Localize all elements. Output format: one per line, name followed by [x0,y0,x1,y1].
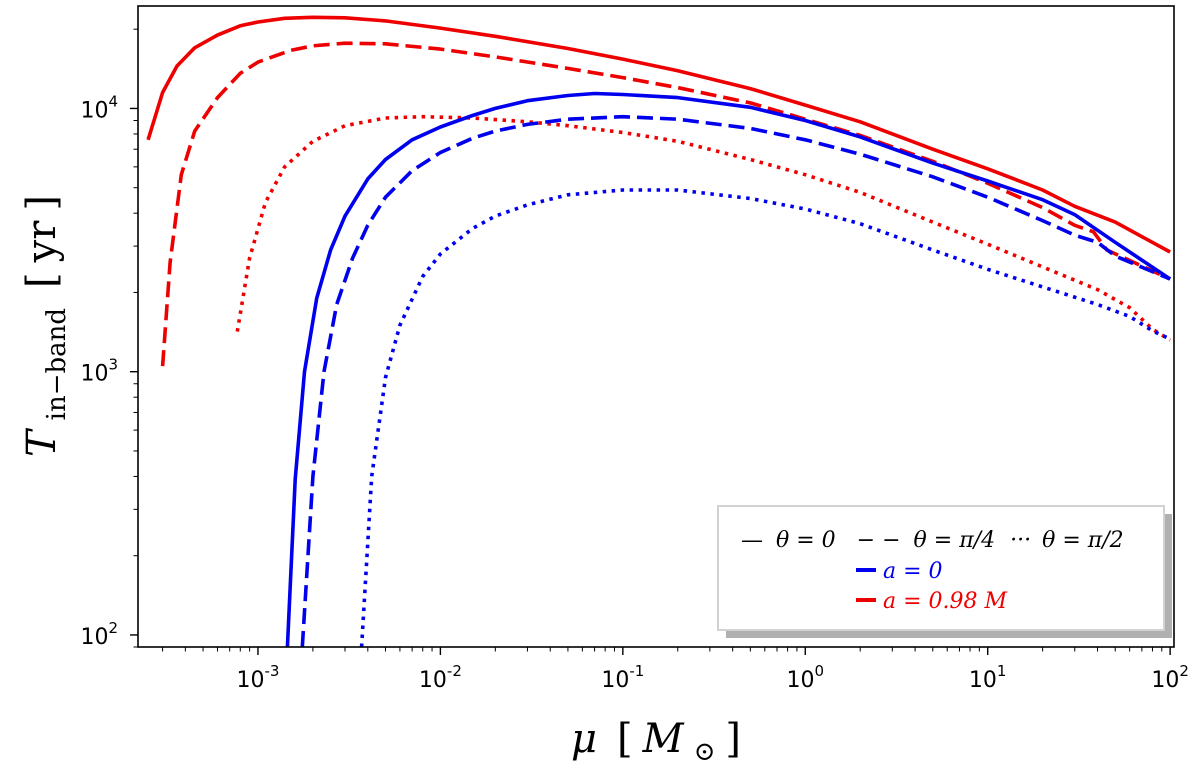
y-axis-ticks: 102 103 104 [80,28,138,650]
legend-theta-0-text: θ = 0 [776,528,836,553]
x-tick-label-0: 10-3 [236,662,279,693]
y-tick-label-2: 104 [80,92,118,123]
series-line-5 [359,188,1171,647]
legend-theta-2-text: θ = π/2 [1042,528,1124,553]
x-tick-label-5: 102 [1151,662,1189,693]
x-axis-label-unit-subscript: ⊙ [694,737,716,767]
y-tick-label-1: 103 [80,356,118,387]
series-line-1 [160,41,1171,367]
legend-theta-1-symbol: − − [857,528,901,553]
plot-frame [137,5,1175,648]
legend-text-a098: a = 0.98 M [883,589,1008,614]
y-tick-label-0: 102 [80,619,118,650]
series-line-3 [285,91,1172,647]
y-axis-label: T in−band [ yr ] [19,195,74,457]
legend-theta-0-symbol: — [741,528,763,553]
series-line-0 [146,15,1171,254]
y-axis-label-unit: yr [19,220,65,264]
y-axis-label-main: T [19,427,65,457]
x-tick-label-2: 10-1 [601,662,644,693]
legend-theta-2-symbol: ··· [1010,528,1031,553]
legend: — θ = 0 − − θ = π/4 ··· θ = π/2 a = 0 a … [717,505,1172,638]
series-line-2 [235,114,1172,342]
y-axis-label-subscript: in−band [42,308,72,420]
x-tick-label-4: 101 [969,662,1007,693]
x-axis-label-main: μ [571,716,597,762]
x-tick-label-1: 10-2 [419,662,462,693]
x-tick-label-3: 100 [786,662,824,693]
legend-text-a0: a = 0 [883,559,943,584]
series-line-4 [300,114,1171,647]
legend-theta-row: — θ = 0 − − θ = π/4 ··· θ = π/2 [741,528,1124,553]
legend-box [717,505,1165,631]
legend-theta-1-text: θ = π/4 [914,528,996,553]
x-axis-label-unit: M [642,716,685,762]
x-axis-label: μ [ M ⊙ ] [571,716,741,769]
x-axis-ticks: 10-3 10-2 10-1 100 101 102 [162,647,1189,693]
series-layer [146,15,1172,647]
